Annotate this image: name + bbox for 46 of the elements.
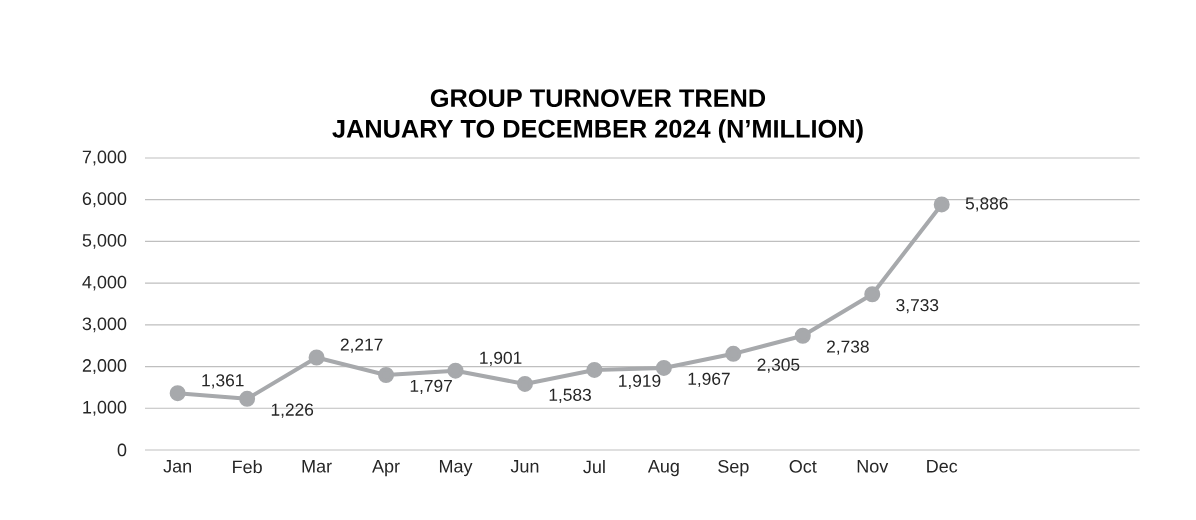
point xyxy=(586,361,603,378)
y-tick-label: 5,000 xyxy=(82,233,127,249)
x-tick-label: Jul xyxy=(583,460,605,474)
data-label: 1,583 xyxy=(549,388,591,403)
data-label: 1,919 xyxy=(619,374,661,389)
data-label: 3,733 xyxy=(896,298,939,314)
y-tick-label: 0 xyxy=(117,443,127,457)
x-tick-label: Aug xyxy=(647,460,679,477)
point xyxy=(447,362,464,379)
x-tick-label: Feb xyxy=(233,460,262,474)
y-tick-label: 6,000 xyxy=(82,192,127,208)
y-tick-label: 7,000 xyxy=(82,150,127,166)
chart-subtitle: JANUARY TO DECEMBER 2024 (N’MILLION) xyxy=(332,119,863,143)
x-tick-label: Mar xyxy=(302,460,332,473)
chart-title: GROUP TURNOVER TREND xyxy=(430,89,766,108)
point xyxy=(864,286,881,303)
x-tick-label: Jan xyxy=(163,460,191,473)
data-label: 1,901 xyxy=(480,351,522,366)
data-label: 1,226 xyxy=(271,403,314,418)
data-label: 2,305 xyxy=(757,358,800,373)
point xyxy=(239,390,256,407)
x-tick-label: Oct xyxy=(789,460,817,473)
y-tick-label: 3,000 xyxy=(82,317,127,333)
x-tick-label: Jun xyxy=(510,460,539,473)
y-tick-label: 1,000 xyxy=(83,400,127,416)
x-tick-label: Nov xyxy=(857,460,889,473)
point xyxy=(308,349,325,366)
x-tick-label: Apr xyxy=(372,460,400,477)
data-label: 1,361 xyxy=(202,374,244,389)
point xyxy=(169,385,186,402)
data-label: 1,797 xyxy=(410,379,452,395)
data-label: 2,738 xyxy=(827,340,869,355)
data-label: 2,217 xyxy=(340,338,383,353)
data-label: 1,967 xyxy=(688,372,730,387)
point xyxy=(725,345,742,362)
data-label: 5,886 xyxy=(965,197,1008,212)
point xyxy=(655,359,672,376)
x-tick-label: Sep xyxy=(718,460,749,477)
x-tick-label: May xyxy=(439,460,473,477)
point xyxy=(516,375,533,392)
point xyxy=(933,196,950,213)
y-tick-label: 2,000 xyxy=(82,359,127,374)
x-tick-label: Dec xyxy=(927,460,958,473)
y-tick-label: 4,000 xyxy=(82,275,127,291)
point xyxy=(378,367,395,384)
point xyxy=(794,327,811,344)
